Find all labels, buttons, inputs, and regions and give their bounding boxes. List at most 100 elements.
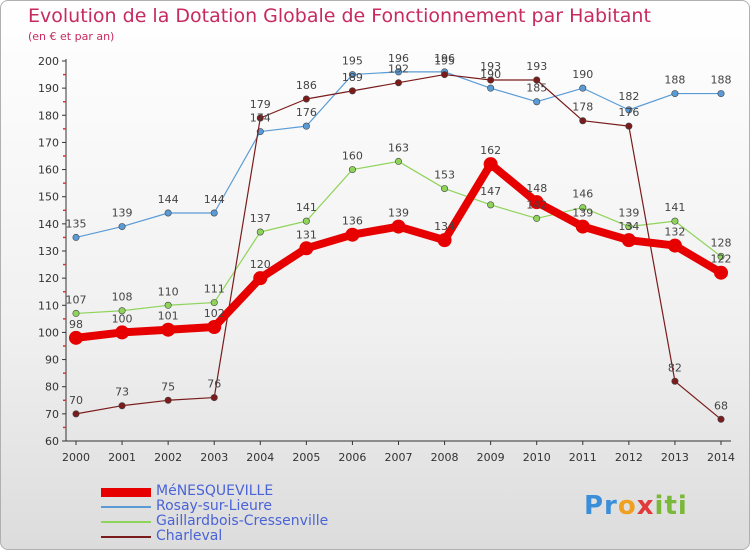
data-label: 142 bbox=[526, 198, 547, 211]
proxiti-logo: Proxiti bbox=[584, 491, 688, 521]
data-label: 137 bbox=[250, 212, 271, 225]
data-point bbox=[72, 233, 80, 241]
x-tick-label: 2013 bbox=[661, 451, 689, 464]
y-tick-label: 70 bbox=[45, 408, 59, 421]
data-point bbox=[164, 396, 172, 404]
data-point bbox=[164, 209, 172, 217]
logo-part-2: o bbox=[617, 491, 637, 521]
data-point bbox=[671, 90, 679, 98]
data-label: 196 bbox=[434, 52, 455, 65]
y-tick-label: 180 bbox=[38, 109, 59, 122]
data-label: 190 bbox=[572, 68, 593, 81]
y-tick-label: 200 bbox=[38, 55, 59, 68]
data-label: 146 bbox=[572, 188, 593, 201]
data-label: 73 bbox=[115, 386, 129, 399]
data-label: 188 bbox=[664, 74, 685, 87]
data-point bbox=[394, 68, 402, 76]
data-point bbox=[579, 204, 587, 212]
y-tick-label: 80 bbox=[45, 381, 59, 394]
data-label: 160 bbox=[342, 150, 363, 163]
data-point bbox=[575, 219, 590, 234]
y-tick-label: 100 bbox=[38, 326, 59, 339]
x-tick-label: 2000 bbox=[62, 451, 90, 464]
x-tick-label: 2002 bbox=[154, 451, 182, 464]
legend-swatch bbox=[101, 536, 151, 538]
data-label: 131 bbox=[296, 228, 317, 241]
data-label: 193 bbox=[480, 60, 501, 73]
data-label: 190 bbox=[480, 68, 501, 81]
x-tick-label: 2005 bbox=[292, 451, 320, 464]
data-label: 110 bbox=[158, 285, 179, 298]
data-point bbox=[533, 76, 541, 84]
data-label: 135 bbox=[66, 217, 87, 230]
data-label: 162 bbox=[480, 144, 501, 157]
data-point bbox=[256, 114, 264, 122]
x-tick-label: 2004 bbox=[246, 451, 274, 464]
data-label: 144 bbox=[204, 193, 225, 206]
data-point bbox=[671, 217, 679, 225]
data-point bbox=[72, 410, 80, 418]
data-label: 196 bbox=[388, 52, 409, 65]
x-tick-label: 2010 bbox=[523, 451, 551, 464]
data-label: 144 bbox=[158, 193, 179, 206]
x-tick-label: 2008 bbox=[431, 451, 459, 464]
data-label: 139 bbox=[388, 207, 409, 220]
data-point bbox=[253, 271, 268, 286]
y-tick-label: 160 bbox=[38, 164, 59, 177]
data-point bbox=[579, 84, 587, 92]
data-point bbox=[391, 219, 406, 234]
data-point bbox=[533, 214, 541, 222]
y-tick-label: 140 bbox=[38, 218, 59, 231]
data-label: 98 bbox=[69, 318, 83, 331]
data-label: 68 bbox=[714, 399, 728, 412]
data-label: 182 bbox=[618, 90, 639, 103]
x-tick-label: 2003 bbox=[200, 451, 228, 464]
y-tick-label: 130 bbox=[38, 245, 59, 258]
data-point bbox=[348, 71, 356, 79]
y-tick-label: 190 bbox=[38, 82, 59, 95]
x-tick-label: 2009 bbox=[477, 451, 505, 464]
data-point bbox=[487, 201, 495, 209]
data-label: 82 bbox=[668, 361, 682, 374]
data-point bbox=[487, 76, 495, 84]
data-point bbox=[625, 223, 633, 231]
data-point bbox=[118, 402, 126, 410]
data-label: 176 bbox=[618, 106, 639, 119]
x-tick-label: 2014 bbox=[707, 451, 735, 464]
y-tick-label: 170 bbox=[38, 136, 59, 149]
series-line-3 bbox=[75, 73, 722, 420]
data-label: 76 bbox=[207, 378, 221, 391]
data-point bbox=[118, 223, 126, 231]
data-label: 139 bbox=[618, 207, 639, 220]
logo-part-1: Pr bbox=[584, 491, 618, 521]
data-point bbox=[299, 241, 314, 256]
data-label: 179 bbox=[250, 98, 271, 111]
data-label: 139 bbox=[112, 207, 133, 220]
chart-title: Evolution de la Dotation Globale de Fonc… bbox=[28, 5, 651, 27]
data-label: 75 bbox=[161, 380, 175, 393]
data-point bbox=[118, 307, 126, 315]
data-label: 139 bbox=[572, 207, 593, 220]
x-tick-label: 2006 bbox=[338, 451, 366, 464]
data-point bbox=[161, 322, 176, 337]
data-point bbox=[441, 71, 449, 79]
data-point bbox=[667, 238, 682, 253]
data-point bbox=[533, 98, 541, 106]
data-label: 147 bbox=[480, 185, 501, 198]
legend-label: MéNESQUEVILLE bbox=[156, 483, 274, 499]
data-point bbox=[256, 228, 264, 236]
legend-swatch bbox=[101, 521, 151, 523]
data-point bbox=[625, 106, 633, 114]
data-point bbox=[437, 233, 452, 248]
legend-swatch bbox=[101, 506, 151, 508]
data-point bbox=[625, 122, 633, 130]
data-label: 195 bbox=[434, 55, 455, 68]
data-label: 185 bbox=[526, 82, 547, 95]
data-label: 122 bbox=[711, 253, 732, 266]
data-point bbox=[621, 233, 636, 248]
data-point bbox=[394, 157, 402, 165]
legend-label: Charleval bbox=[156, 528, 223, 544]
legend-label: Rosay-sur-Lieure bbox=[156, 498, 272, 514]
data-point bbox=[717, 252, 725, 260]
